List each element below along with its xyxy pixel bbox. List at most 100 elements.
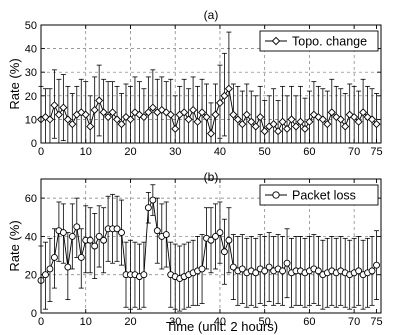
data-point (153, 227, 161, 235)
y-tick-label: 20 (25, 270, 37, 282)
data-point (59, 103, 68, 112)
data-point (95, 232, 103, 240)
x-tick-label: 50 (259, 146, 271, 158)
data-point (162, 231, 170, 238)
y-tick-label: 30 (25, 67, 37, 79)
data-point (90, 105, 99, 114)
data-point (251, 122, 260, 131)
ticks-a: 0 10 20 30 40 50 60 70 75 0 10 20 30 40 50 (25, 20, 383, 158)
data-point (260, 127, 269, 136)
data-point (359, 108, 368, 117)
data-point (355, 267, 363, 275)
data-point (130, 108, 139, 117)
data-point (220, 91, 229, 100)
data-point (193, 117, 202, 126)
data-point (91, 242, 99, 250)
data-point (323, 120, 332, 129)
y-tick-label: 0 (31, 138, 37, 150)
data-point (140, 271, 148, 279)
x-tick-label: 30 (169, 316, 181, 328)
data-point (108, 108, 117, 117)
y-axis-label: Rate (%) (7, 220, 22, 271)
x-tick-label: 75 (370, 316, 382, 328)
y-tick-label: 60 (25, 193, 37, 205)
data-point (373, 261, 380, 269)
y-tick-label: 40 (25, 44, 37, 56)
legend-box (259, 30, 379, 52)
data-point (189, 105, 198, 114)
data-point (224, 84, 233, 93)
data-point (81, 110, 90, 119)
data-point (117, 120, 126, 129)
data-point (50, 254, 58, 261)
data-point (261, 267, 269, 275)
panel-b: 0 10 20 30 40 50 60 70 75 0 20 40 60 Rate (%) (b) Packe… (7, 170, 383, 328)
panel-a: 0 10 20 30 40 50 60 70 75 0 10 20 30 40 50 Rate (%) (a) T… (7, 8, 383, 158)
data-point (216, 229, 224, 237)
data-point (336, 115, 345, 124)
data-point (202, 113, 211, 122)
data-point (64, 263, 72, 271)
legend-b: Packet loss (259, 184, 379, 206)
data-point (149, 196, 157, 204)
data-point (113, 225, 121, 233)
x-tick-label: 40 (214, 146, 226, 158)
data-point (207, 236, 215, 244)
data-point (144, 204, 152, 212)
data-point (314, 113, 323, 122)
data-point (54, 110, 63, 119)
data-point (139, 113, 148, 122)
data-point (345, 110, 354, 119)
x-axis-label: Time (unit: 2 hours) (166, 319, 278, 334)
data-point (372, 120, 381, 129)
data-point (283, 124, 292, 133)
legend-label: Packet loss (292, 189, 356, 203)
data-point (291, 122, 301, 131)
legend-box (259, 184, 379, 206)
data-point (287, 115, 296, 124)
y-tick-label: 50 (25, 20, 37, 32)
data-point (148, 103, 157, 112)
plot-frame (40, 178, 382, 314)
data-point (327, 108, 336, 117)
data-point (77, 254, 85, 261)
x-tick-label: 10 (80, 146, 92, 158)
data-point (283, 259, 291, 267)
data-point (63, 115, 72, 124)
data-point (86, 236, 94, 244)
data-point (242, 110, 251, 119)
x-tick-label: 50 (259, 316, 271, 328)
data-point (198, 108, 207, 117)
y-axis-label: Rate (%) (7, 58, 22, 109)
data-point (73, 223, 81, 231)
data-point (211, 110, 220, 119)
data-point (184, 115, 193, 124)
data-point (314, 267, 322, 275)
y-tick-label: 20 (25, 91, 37, 103)
data-point (77, 108, 86, 117)
legend-a: Topo. change (259, 30, 379, 52)
data-point (126, 115, 135, 124)
data-point (341, 122, 350, 131)
data-point (212, 232, 219, 240)
data-point (238, 120, 247, 129)
data-point (252, 269, 260, 277)
data-point (296, 117, 305, 126)
x-tick-label: 70 (348, 146, 360, 158)
data-point (121, 113, 131, 122)
y-tick-label: 40 (25, 231, 37, 243)
legend-label: Topo. change (292, 35, 367, 49)
data-point (247, 117, 256, 126)
legend-marker (272, 191, 280, 199)
x-tick-label: 75 (370, 146, 382, 158)
data-point (59, 229, 67, 237)
data-point (215, 98, 224, 107)
data-point (274, 127, 283, 136)
data-point (99, 108, 108, 117)
x-tick-label: 30 (169, 146, 181, 158)
data-point (95, 96, 104, 105)
ticks-b: 0 10 20 30 40 50 60 70 75 0 20 40 60 (25, 179, 383, 328)
data-point (354, 117, 363, 126)
data-point (229, 110, 238, 119)
data-point (256, 113, 265, 122)
